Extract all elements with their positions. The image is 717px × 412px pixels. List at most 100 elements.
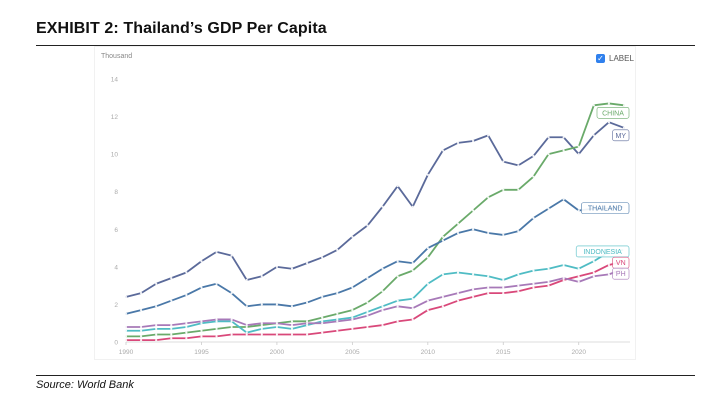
data-point-china	[351, 308, 354, 312]
data-point-indonesia	[200, 322, 203, 325]
data-point-ph	[471, 288, 475, 291]
data-point-vn	[336, 329, 339, 332]
data-point-thailand	[456, 231, 460, 235]
data-point-china	[366, 301, 369, 304]
data-point-indonesia	[351, 316, 354, 319]
data-point-thailand	[215, 282, 218, 285]
data-point-my	[275, 265, 279, 268]
source-note: Source: World Bank	[36, 379, 134, 391]
data-point-my	[200, 260, 203, 263]
data-point-vn	[155, 339, 158, 342]
data-point-ph	[411, 307, 414, 310]
data-point-thailand	[336, 292, 339, 295]
data-point-ph	[245, 323, 248, 327]
data-point-indonesia	[487, 275, 490, 278]
y-tick-label: 6	[114, 227, 118, 234]
data-point-ph	[321, 322, 324, 325]
data-point-thailand	[471, 228, 475, 231]
data-point-my	[471, 139, 475, 143]
data-point-indonesia	[396, 299, 399, 302]
end-label-my: MY	[616, 133, 627, 140]
data-point-china	[290, 320, 294, 323]
footer-rule	[36, 375, 695, 376]
end-label-china: CHINA	[602, 110, 624, 117]
data-point-ph	[456, 292, 460, 295]
data-point-china	[426, 256, 429, 259]
checkbox-checked-icon[interactable]: ✓	[596, 54, 605, 63]
end-label-box-my	[612, 129, 630, 142]
data-point-thailand	[517, 230, 520, 233]
data-point-indonesia	[577, 267, 580, 270]
data-point-ph	[275, 322, 279, 325]
data-point-my	[607, 121, 611, 124]
y-tick-label: 12	[111, 114, 119, 121]
data-point-ph	[381, 308, 384, 312]
data-point-vn	[260, 333, 263, 336]
data-point-indonesia	[245, 331, 248, 334]
data-point-indonesia	[592, 260, 595, 263]
data-point-indonesia	[305, 323, 309, 327]
data-point-ph	[592, 275, 595, 278]
data-point-my	[155, 282, 158, 285]
x-tick-label: 2005	[345, 349, 360, 356]
data-point-ph	[517, 284, 520, 287]
data-point-vn	[532, 286, 535, 289]
end-label-box-thailand	[581, 202, 630, 215]
data-point-ph	[562, 277, 565, 280]
data-point-ph	[532, 282, 535, 285]
data-point-indonesia	[124, 329, 128, 332]
end-label-thailand: THAILAND	[588, 206, 623, 213]
data-point-my	[245, 278, 248, 282]
data-point-china	[487, 196, 490, 199]
data-point-china	[562, 149, 565, 152]
data-point-china	[170, 333, 173, 336]
data-point-ph	[336, 320, 339, 323]
data-point-my	[336, 248, 339, 252]
y-axis-unit-label: Thousand	[101, 53, 132, 60]
data-point-my	[321, 256, 324, 259]
series-line-thailand	[125, 198, 625, 315]
data-point-indonesia	[321, 320, 324, 323]
data-point-thailand	[351, 286, 354, 289]
label-toggle[interactable]: ✓ LABEL	[596, 54, 634, 63]
y-tick-label: 14	[111, 77, 119, 84]
data-point-thailand	[230, 292, 233, 295]
data-point-indonesia	[185, 325, 188, 329]
data-point-thailand	[321, 295, 324, 299]
data-point-my	[411, 205, 414, 208]
data-point-indonesia	[170, 327, 173, 330]
data-point-vn	[396, 320, 399, 323]
data-point-my	[351, 235, 354, 238]
data-point-vn	[245, 333, 248, 336]
data-point-vn	[502, 292, 505, 295]
end-label-indonesia: INDONESIA	[583, 249, 622, 256]
data-point-thailand	[366, 277, 369, 280]
data-point-my	[532, 154, 535, 158]
data-point-vn	[230, 333, 233, 336]
data-point-china	[547, 153, 550, 156]
data-point-vn	[577, 275, 580, 278]
data-point-vn	[562, 278, 565, 282]
data-point-china	[532, 175, 535, 178]
data-point-china	[260, 323, 263, 327]
data-point-china	[456, 222, 460, 225]
data-point-thailand	[245, 305, 248, 308]
x-tick-label: 2010	[421, 349, 436, 356]
data-point-ph	[547, 280, 550, 283]
data-point-china	[305, 320, 309, 323]
data-point-vn	[592, 271, 595, 274]
data-point-ph	[577, 280, 580, 283]
data-point-vn	[381, 323, 384, 327]
data-point-my	[592, 134, 595, 137]
data-point-china	[245, 325, 248, 329]
data-point-vn	[200, 335, 203, 338]
data-point-my	[230, 254, 233, 257]
data-point-china	[622, 104, 626, 107]
data-point-indonesia	[547, 267, 550, 270]
data-point-vn	[456, 299, 460, 302]
data-point-my	[426, 173, 429, 176]
data-point-china	[124, 335, 128, 338]
data-point-indonesia	[336, 318, 339, 321]
x-tick-label: 1990	[119, 349, 134, 356]
data-point-indonesia	[155, 327, 158, 330]
